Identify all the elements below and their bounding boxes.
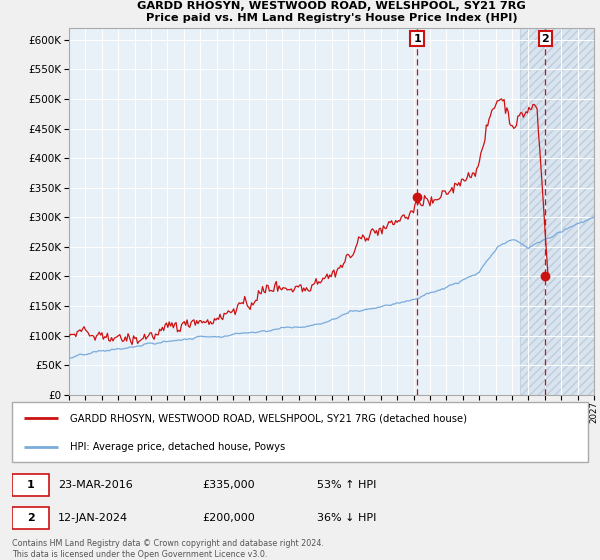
FancyBboxPatch shape xyxy=(12,402,588,462)
Text: 36% ↓ HPI: 36% ↓ HPI xyxy=(317,513,377,523)
FancyBboxPatch shape xyxy=(12,474,49,496)
Title: GARDD RHOSYN, WESTWOOD ROAD, WELSHPOOL, SY21 7RG
Price paid vs. HM Land Registry: GARDD RHOSYN, WESTWOOD ROAD, WELSHPOOL, … xyxy=(137,2,526,23)
Text: GARDD RHOSYN, WESTWOOD ROAD, WELSHPOOL, SY21 7RG (detached house): GARDD RHOSYN, WESTWOOD ROAD, WELSHPOOL, … xyxy=(70,413,467,423)
Text: £335,000: £335,000 xyxy=(202,480,255,490)
Bar xyxy=(520,28,594,395)
Text: HPI: Average price, detached house, Powys: HPI: Average price, detached house, Powy… xyxy=(70,442,285,452)
Text: £200,000: £200,000 xyxy=(202,513,255,523)
Text: 1: 1 xyxy=(27,480,35,490)
Text: 53% ↑ HPI: 53% ↑ HPI xyxy=(317,480,377,490)
Text: 1: 1 xyxy=(413,34,421,44)
Bar xyxy=(520,28,594,395)
Text: 12-JAN-2024: 12-JAN-2024 xyxy=(58,513,128,523)
Text: 23-MAR-2016: 23-MAR-2016 xyxy=(58,480,133,490)
FancyBboxPatch shape xyxy=(12,507,49,529)
Text: Contains HM Land Registry data © Crown copyright and database right 2024.
This d: Contains HM Land Registry data © Crown c… xyxy=(12,539,324,559)
Text: 2: 2 xyxy=(542,34,550,44)
Text: 2: 2 xyxy=(27,513,35,523)
